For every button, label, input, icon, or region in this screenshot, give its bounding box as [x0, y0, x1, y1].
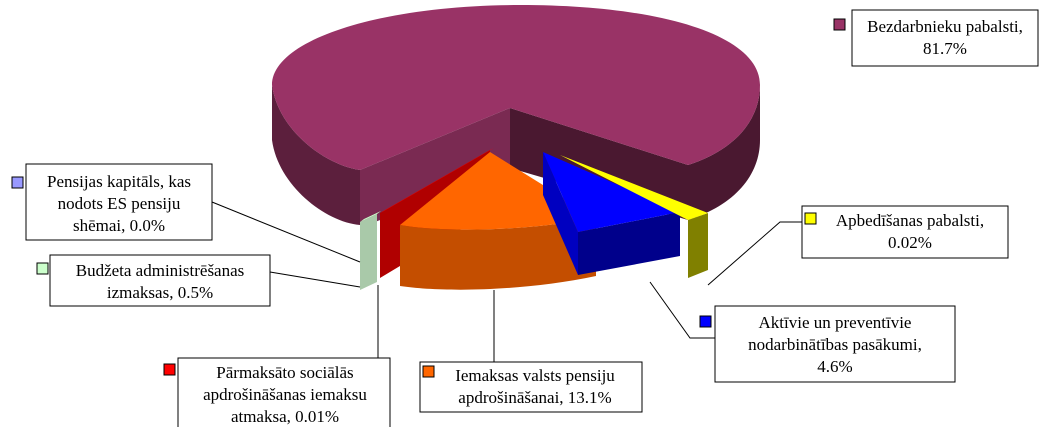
label-pensijas: Pensijas kapitāls, kas nodots ES pensiju…	[11, 163, 213, 241]
slice-aktivie-side	[578, 212, 680, 275]
slice-apbedisanas	[560, 155, 708, 278]
label-aktivie-name-2: nodarbinātības pasākumi,	[748, 335, 922, 354]
label-iemaksas: Iemaksas valsts pensiju apdrošināšanai, …	[419, 361, 643, 413]
legend-swatch-bezdarbnieku	[833, 18, 846, 31]
label-parmaksato-name-1: Pārmaksāto sociālās	[216, 363, 353, 382]
legend-swatch-apbedisanas	[804, 212, 817, 225]
legend-swatch-parmaksato	[163, 363, 176, 376]
slice-bezdarbnieku-inner	[360, 108, 510, 228]
label-aktivie-value: 4.6%	[817, 357, 852, 376]
slice-bezdarbnieku-top	[272, 5, 760, 170]
label-parmaksato: Pārmaksāto sociālās apdrošināšanas iemak…	[163, 357, 391, 427]
label-pensijas-name-2: nodots ES pensiju	[58, 194, 181, 213]
legend-swatch-aktivie	[699, 315, 712, 328]
label-budzeta-name-2: izmaksas, 0.5%	[107, 283, 213, 302]
legend-swatch-pensijas	[11, 176, 24, 189]
label-budzeta: Budžeta administrēšanas izmaksas, 0.5%	[36, 254, 271, 307]
slice-bezdarbnieku-side	[272, 85, 360, 225]
slice-aktivie	[543, 152, 680, 275]
slice-iemaksas	[400, 152, 596, 290]
label-iemaksas-name-2: apdrošināšanai, 13.1%	[458, 388, 611, 407]
label-apbedisanas: Apbedīšanas pabalsti, 0.02%	[801, 205, 1009, 259]
label-bezdarbnieku-name: Bezdarbnieku pabalsti,	[867, 17, 1023, 36]
slice-aktivie-top	[543, 152, 680, 232]
label-apbedisanas-name: Apbedīšanas pabalsti,	[836, 211, 984, 230]
slice-iemaksas-side	[400, 218, 596, 290]
slice-budzeta	[360, 211, 381, 290]
label-aktivie: Aktīvie un preventīvie nodarbinātības pa…	[699, 305, 956, 383]
label-pensijas-name-3: shēmai, 0.0%	[73, 216, 165, 235]
label-pensijas-name-1: Pensijas kapitāls, kas	[47, 172, 191, 191]
legend-swatch-iemaksas	[422, 365, 435, 378]
leader-apbedisanas	[707, 221, 802, 286]
leader-lines	[211, 201, 802, 365]
label-parmaksato-name-3: atmaksa, 0.01%	[231, 407, 339, 426]
label-aktivie-name-1: Aktīvie un preventīvie	[759, 313, 912, 332]
label-iemaksas-name-1: Iemaksas valsts pensiju	[455, 366, 615, 385]
label-parmaksato-name-2: apdrošināšanas iemaksu	[203, 385, 367, 404]
slice-iemaksas-top	[400, 152, 596, 230]
leader-pensijas	[211, 201, 361, 263]
label-bezdarbnieku-value: 81.7%	[923, 39, 967, 58]
leader-aktivie	[649, 281, 715, 339]
leader-budzeta	[269, 271, 361, 288]
label-apbedisanas-value: 0.02%	[888, 233, 932, 252]
label-bezdarbnieku: Bezdarbnieku pabalsti, 81.7%	[833, 9, 1039, 67]
legend-swatch-budzeta	[36, 262, 49, 275]
label-budzeta-name-1: Budžeta administrēšanas	[76, 261, 245, 280]
